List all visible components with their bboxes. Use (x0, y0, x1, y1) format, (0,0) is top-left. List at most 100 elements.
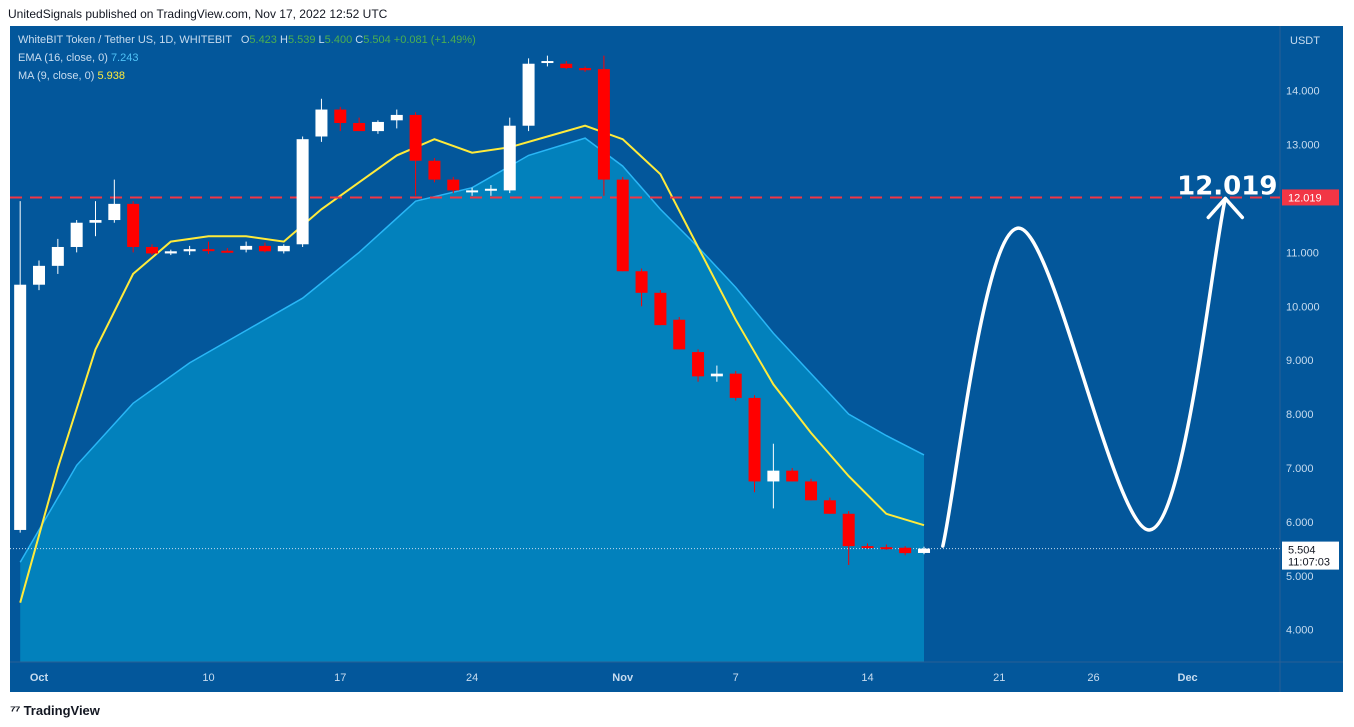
candle-body (673, 319, 686, 350)
x-tick-label: Nov (612, 672, 634, 684)
y-tick-label: 13.000 (1286, 140, 1320, 152)
candle-body (70, 222, 83, 247)
symbol-legend[interactable]: WhiteBIT Token / Tether US, 1D, WHITEBIT… (18, 34, 476, 46)
price-chart[interactable]: 4.000 5.000 6.000 7.000 8.000 9.000 10.000 11.0… (10, 26, 1343, 692)
x-tick-label: 26 (1087, 672, 1099, 684)
candle-body (635, 271, 648, 293)
y-tick-label: 14.000 (1286, 86, 1320, 98)
candle-body (861, 546, 874, 549)
candle-body (842, 513, 855, 547)
target-annotation: 12.019 (1177, 171, 1277, 201)
x-tick-label: 24 (466, 672, 478, 684)
candle-body (748, 397, 761, 482)
candle-body (692, 352, 705, 377)
candle-body (447, 179, 460, 191)
candle-body (654, 292, 667, 326)
x-tick-label: Oct (30, 672, 49, 684)
candle-body (597, 69, 610, 180)
last-price-label: 5.504 (1288, 545, 1316, 557)
x-tick-label: 10 (202, 672, 214, 684)
ema-area (20, 138, 924, 663)
candle-body (541, 61, 554, 64)
candle-body (240, 245, 253, 250)
candle-body (183, 249, 196, 252)
y-tick-label: 4.000 (1286, 625, 1314, 637)
candle-body (127, 203, 140, 247)
x-tick-label: 21 (993, 672, 1005, 684)
ema-value: 7.243 (110, 52, 139, 64)
candle-body (390, 114, 403, 121)
candle-body (805, 481, 818, 501)
tradingview-logo-icon: ⁷⁷ (10, 702, 21, 718)
candle-body (258, 245, 271, 252)
candle-body (202, 249, 215, 252)
x-tick-label: Dec (1178, 672, 1198, 684)
y-tick-label: 8.000 (1286, 409, 1314, 421)
ma-legend[interactable]: MA (9, close, 0) 5.938 (18, 70, 125, 82)
candle-body (14, 284, 27, 530)
last-price-tag (1282, 541, 1339, 570)
change-value: +0.081 (+1.49%) (393, 34, 476, 46)
ema-line (19, 137, 925, 563)
candle-body (710, 373, 723, 377)
y-tick-label: 7.000 (1286, 463, 1314, 475)
y-tick-label: 11.000 (1286, 247, 1319, 259)
candle-body (164, 251, 177, 254)
chart-panel[interactable]: 4.000 5.000 6.000 7.000 8.000 9.000 10.000 11.0… (10, 26, 1343, 692)
footer-brand[interactable]: ⁷⁷ TradingView (10, 702, 100, 718)
candle-body (221, 250, 234, 253)
candle-body (918, 548, 931, 553)
x-tick-label: 7 (733, 672, 739, 684)
target-price-tag-label: 12.019 (1288, 192, 1322, 204)
candle-body (353, 123, 366, 132)
candle-body (729, 373, 742, 398)
candle-body (466, 190, 479, 193)
target-price-tag (1282, 189, 1339, 206)
candle-body (899, 547, 912, 554)
candle-body (51, 246, 64, 266)
candle-body (409, 114, 422, 161)
y-tick-label: 9.000 (1286, 355, 1314, 367)
candle-body (767, 470, 780, 482)
x-tick-label: 17 (334, 672, 346, 684)
ema-label: EMA (16, close, 0) (18, 52, 108, 64)
countdown-label: 11:07:03 (1288, 557, 1330, 569)
candle-body (108, 203, 121, 221)
candle-body (315, 109, 328, 137)
candle-body (786, 470, 799, 482)
open-value: 5.423 (249, 34, 277, 46)
high-value: 5.539 (287, 34, 316, 46)
currency-label: USDT (1290, 35, 1320, 47)
candle-body (616, 179, 629, 272)
high-label: H (279, 34, 288, 46)
low-value: 5.400 (324, 34, 353, 46)
candle-body (277, 245, 290, 252)
candle-body (484, 188, 497, 191)
candle-body (334, 109, 347, 124)
candle-body (89, 220, 102, 223)
candle-body (371, 121, 384, 132)
ma-label: MA (9, close, 0) (18, 70, 95, 82)
ema-legend[interactable]: EMA (16, close, 0) 7.243 (18, 52, 138, 64)
y-tick-label: 10.000 (1286, 301, 1320, 313)
candle-body (579, 68, 592, 71)
projection-arrowhead (1206, 196, 1245, 220)
candle-body (428, 160, 441, 180)
candle-body (560, 63, 573, 69)
candle-body (296, 139, 309, 245)
symbol-name: WhiteBIT Token / Tether US, 1D, WHITEBIT (18, 34, 232, 46)
publisher-info: UnitedSignals published on TradingView.c… (8, 7, 388, 21)
candle-body (503, 125, 516, 191)
ma-value: 5.938 (97, 70, 126, 82)
footer-brand-label: TradingView (23, 702, 100, 718)
candle-body (880, 547, 893, 550)
ma-line (19, 124, 925, 603)
close-value: 5.504 (363, 34, 391, 46)
candle-body (145, 246, 158, 254)
candle-body (33, 265, 45, 285)
x-tick-label: 14 (861, 672, 873, 684)
y-tick-label: 6.000 (1286, 517, 1314, 529)
projection-curve (941, 196, 1228, 548)
open-label: O (240, 34, 250, 46)
close-label: C (355, 34, 364, 46)
